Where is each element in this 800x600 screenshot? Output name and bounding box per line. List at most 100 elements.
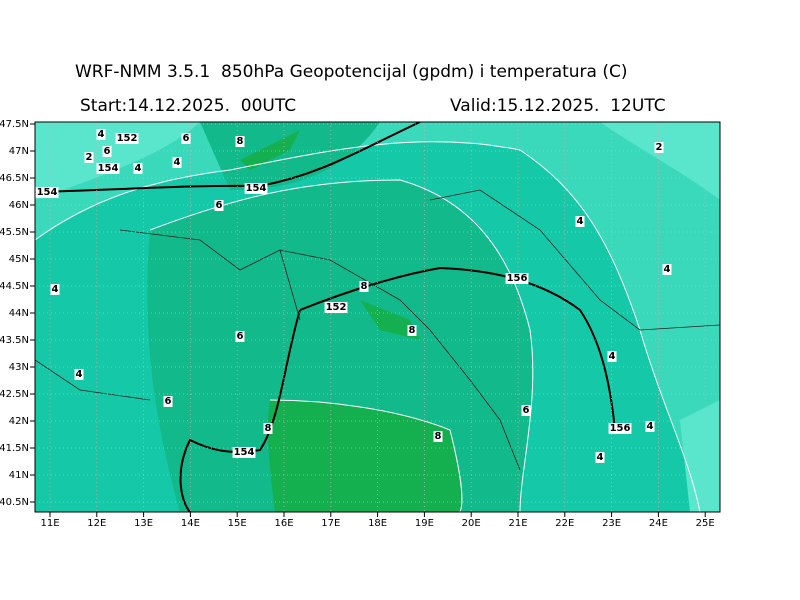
lat-label: 46.5N [0,173,29,184]
contour-label: 8 [435,431,442,442]
temp-zone [35,122,200,200]
isotherm [269,399,463,512]
lon-label: 23E [602,518,621,529]
contour-label: 8 [265,423,272,434]
temp-zone [200,122,380,190]
lon-label: 18E [368,518,387,529]
contour-label-box [235,331,245,342]
lon-label: 15E [228,518,247,529]
contour-label-box [172,157,182,168]
lat-label: 41.5N [0,443,29,454]
contour-label-box [232,447,256,458]
lon-label: 14E [181,518,200,529]
contour-label-box [115,133,139,144]
contour-label-box [50,284,60,295]
contour-label-box [433,431,443,442]
lon-label: 22E [555,518,574,529]
lat-label: 40.5N [0,497,29,508]
contour-label: 154 [37,187,58,198]
contour-label-box [263,423,273,434]
lon-label: 25E [696,518,715,529]
contour-label-box [575,216,585,227]
valid-time: Valid:15.12.2025. 12UTC [450,96,666,116]
map-frame [34,121,721,513]
contour-label-box [662,264,672,275]
contour-label-box [244,183,268,194]
isotherm [149,179,534,512]
lat-label: 44N [9,308,29,319]
temp-zone [240,130,300,170]
contour-label: 8 [237,136,244,147]
lon-label: 17E [321,518,340,529]
contour-label: 4 [76,369,83,380]
contour-label-box [654,142,664,153]
contour-label-box [74,369,84,380]
contour-label-box [102,146,112,157]
contour-label: 6 [216,200,223,211]
temp-zone [600,122,720,200]
contour-label-box [35,187,59,198]
lat-label: 46N [9,200,29,211]
contour-label: 152 [117,133,138,144]
lat-label: 45.5N [0,227,29,238]
temp-zone [360,300,420,340]
temp-zone [680,400,720,512]
contour-label-box [595,452,605,463]
contour-label-box [324,302,348,313]
contour-label: 6 [104,146,111,157]
contour-label-box [645,421,655,432]
lat-label: 41N [9,470,29,481]
contour-label-box [607,351,617,362]
lon-label: 12E [87,518,106,529]
contour-label-box [235,136,245,147]
contour-label: 4 [174,157,181,168]
contour-label: 154 [234,447,255,458]
contour-label-box [521,405,531,416]
contour-label: 6 [237,331,244,342]
lat-label: 42N [9,416,29,427]
lat-label: 47N [9,146,29,157]
contour-label: 154 [246,183,267,194]
border [35,189,720,471]
contour-label: 6 [183,133,190,144]
contour-label: 4 [135,163,142,174]
lon-label: 24E [649,518,668,529]
contour-label-box [84,152,94,163]
lat-label: 47.5N [0,119,29,130]
contour-label: 6 [165,396,172,407]
lon-label: 11E [40,518,59,529]
contour-label: 4 [597,452,604,463]
lon-label: 13E [134,518,153,529]
contour-label: 156 [507,273,528,284]
map-field [35,122,720,512]
contour-label-box [505,273,529,284]
contour-label-box [608,423,632,434]
contour-label: 152 [326,302,347,313]
lon-label: 16E [274,518,293,529]
isotherm [35,141,701,512]
contour-label: 4 [664,264,671,275]
contour-label: 8 [361,281,368,292]
temp-zone [267,400,462,512]
contour-label: 4 [647,421,654,432]
lat-label: 43N [9,362,29,373]
title: WRF-NMM 3.5.1 850hPa Geopotencijal (gpdm… [75,62,628,82]
contour-label-box [96,163,120,174]
lon-label: 21E [508,518,527,529]
contour-label: 156 [610,423,631,434]
contour-label: 4 [98,129,105,140]
graticule: 47.5N 47N 46.5N 46N 45.5N 45N 44.5N 44N 43.5N 43N… [0,119,720,529]
lon-label: 19E [415,518,434,529]
contour-label-box [181,133,191,144]
lat-label: 43.5N [0,335,29,346]
contour-label: 154 [98,163,119,174]
lon-label: 20E [462,518,481,529]
contour-label-box [133,163,143,174]
start-time: Start:14.12.2025. 00UTC [80,96,296,116]
contour-label: 4 [609,351,616,362]
contour-label-box [359,281,369,292]
contour-label-box [407,325,417,336]
contour-label: 6 [523,405,530,416]
